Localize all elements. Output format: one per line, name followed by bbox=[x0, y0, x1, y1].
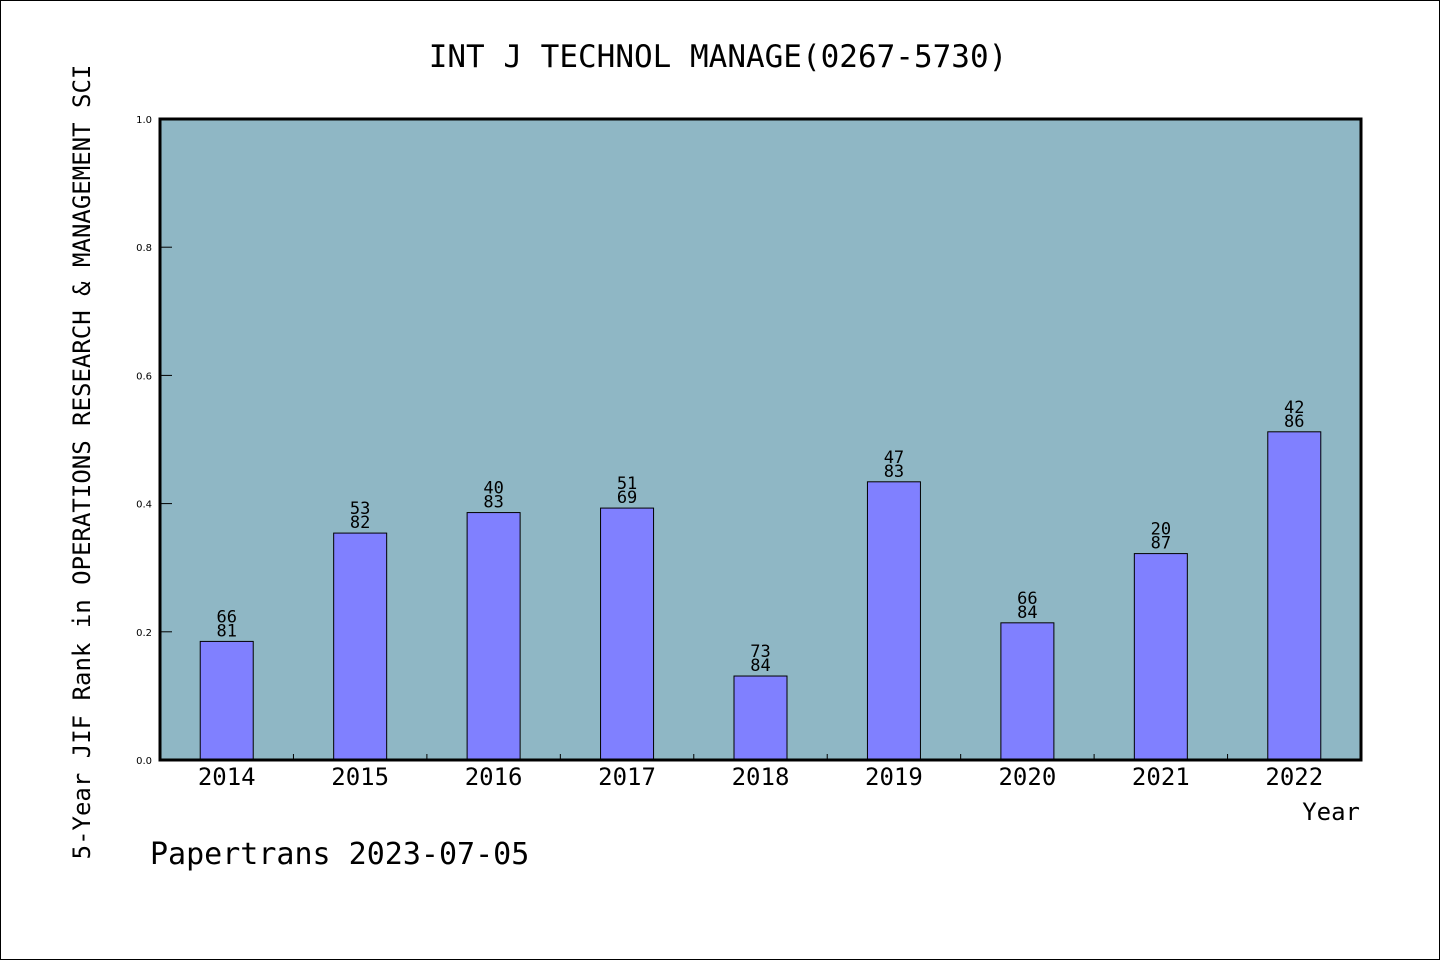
bar-label-top-2020: 66 bbox=[1017, 589, 1037, 609]
x-tick-label-2022: 2022 bbox=[1265, 763, 1323, 791]
x-tick-label-2020: 2020 bbox=[998, 763, 1056, 791]
x-tick-label-2016: 2016 bbox=[465, 763, 523, 791]
footer-text: Papertrans 2023-07-05 bbox=[150, 837, 529, 872]
y-tick-label-0.8: 0.8 bbox=[136, 243, 152, 254]
bar-label-top-2021: 20 bbox=[1151, 520, 1171, 540]
x-tick-label-2019: 2019 bbox=[865, 763, 923, 791]
chart-title: INT J TECHNOL MANAGE(0267-5730) bbox=[429, 39, 1008, 75]
bar-label-bottom-2021: 87 bbox=[1151, 534, 1171, 554]
bar-2019 bbox=[866, 481, 921, 761]
x-tick-label-2015: 2015 bbox=[331, 763, 389, 791]
x-tick-label-2014: 2014 bbox=[198, 763, 256, 791]
x-ticks-group: 2014 2015 2016 2017 2018 2019 2020 2021 2022 bbox=[198, 754, 1323, 791]
bar-label-bottom-2016: 83 bbox=[483, 493, 503, 513]
y-axis-label: 5-Year JIF Rank in OPERATIONS RESEARCH &… bbox=[68, 65, 96, 860]
bar-label-bottom-2020: 84 bbox=[1017, 603, 1037, 623]
bar-label-top-2017: 51 bbox=[617, 474, 637, 494]
x-tick-label-2021: 2021 bbox=[1132, 763, 1190, 791]
x-tick-label-2017: 2017 bbox=[598, 763, 656, 791]
bar-label-top-2016: 40 bbox=[483, 479, 503, 499]
bar-2018 bbox=[733, 675, 788, 761]
bar-label-top-2018: 73 bbox=[750, 642, 770, 662]
bar-2015 bbox=[333, 532, 388, 761]
y-tick-label-1.0: 1.0 bbox=[136, 115, 152, 126]
x-tick-label-2018: 2018 bbox=[732, 763, 790, 791]
bar-2021 bbox=[1133, 553, 1188, 761]
bar-label-bottom-2014: 81 bbox=[216, 621, 236, 641]
bar-2020 bbox=[1000, 622, 1055, 761]
bar-label-top-2022: 42 bbox=[1284, 398, 1304, 418]
y-tick-label-0.6: 0.6 bbox=[136, 371, 152, 382]
bar-2014 bbox=[199, 640, 254, 761]
bar-label-top-2014: 66 bbox=[216, 607, 236, 627]
bar-label-bottom-2022: 86 bbox=[1284, 412, 1304, 432]
plot-border bbox=[158, 117, 1363, 762]
bar-2022 bbox=[1267, 431, 1322, 761]
bar-2017 bbox=[600, 507, 655, 761]
bar-label-bottom-2018: 84 bbox=[750, 656, 770, 676]
y-tick-label-0.0: 0.0 bbox=[136, 756, 152, 767]
bar-label-top-2015: 53 bbox=[350, 499, 370, 519]
x-axis-label: Year bbox=[1302, 798, 1360, 826]
bar-label-bottom-2017: 69 bbox=[617, 488, 637, 508]
bar-2016 bbox=[466, 512, 521, 761]
bar-label-bottom-2015: 82 bbox=[350, 513, 370, 533]
y-tick-label-0.2: 0.2 bbox=[136, 628, 152, 639]
y-tick-label-0.4: 0.4 bbox=[136, 500, 152, 511]
bar-label-bottom-2019: 83 bbox=[884, 462, 904, 482]
bar-label-top-2019: 47 bbox=[884, 448, 904, 468]
